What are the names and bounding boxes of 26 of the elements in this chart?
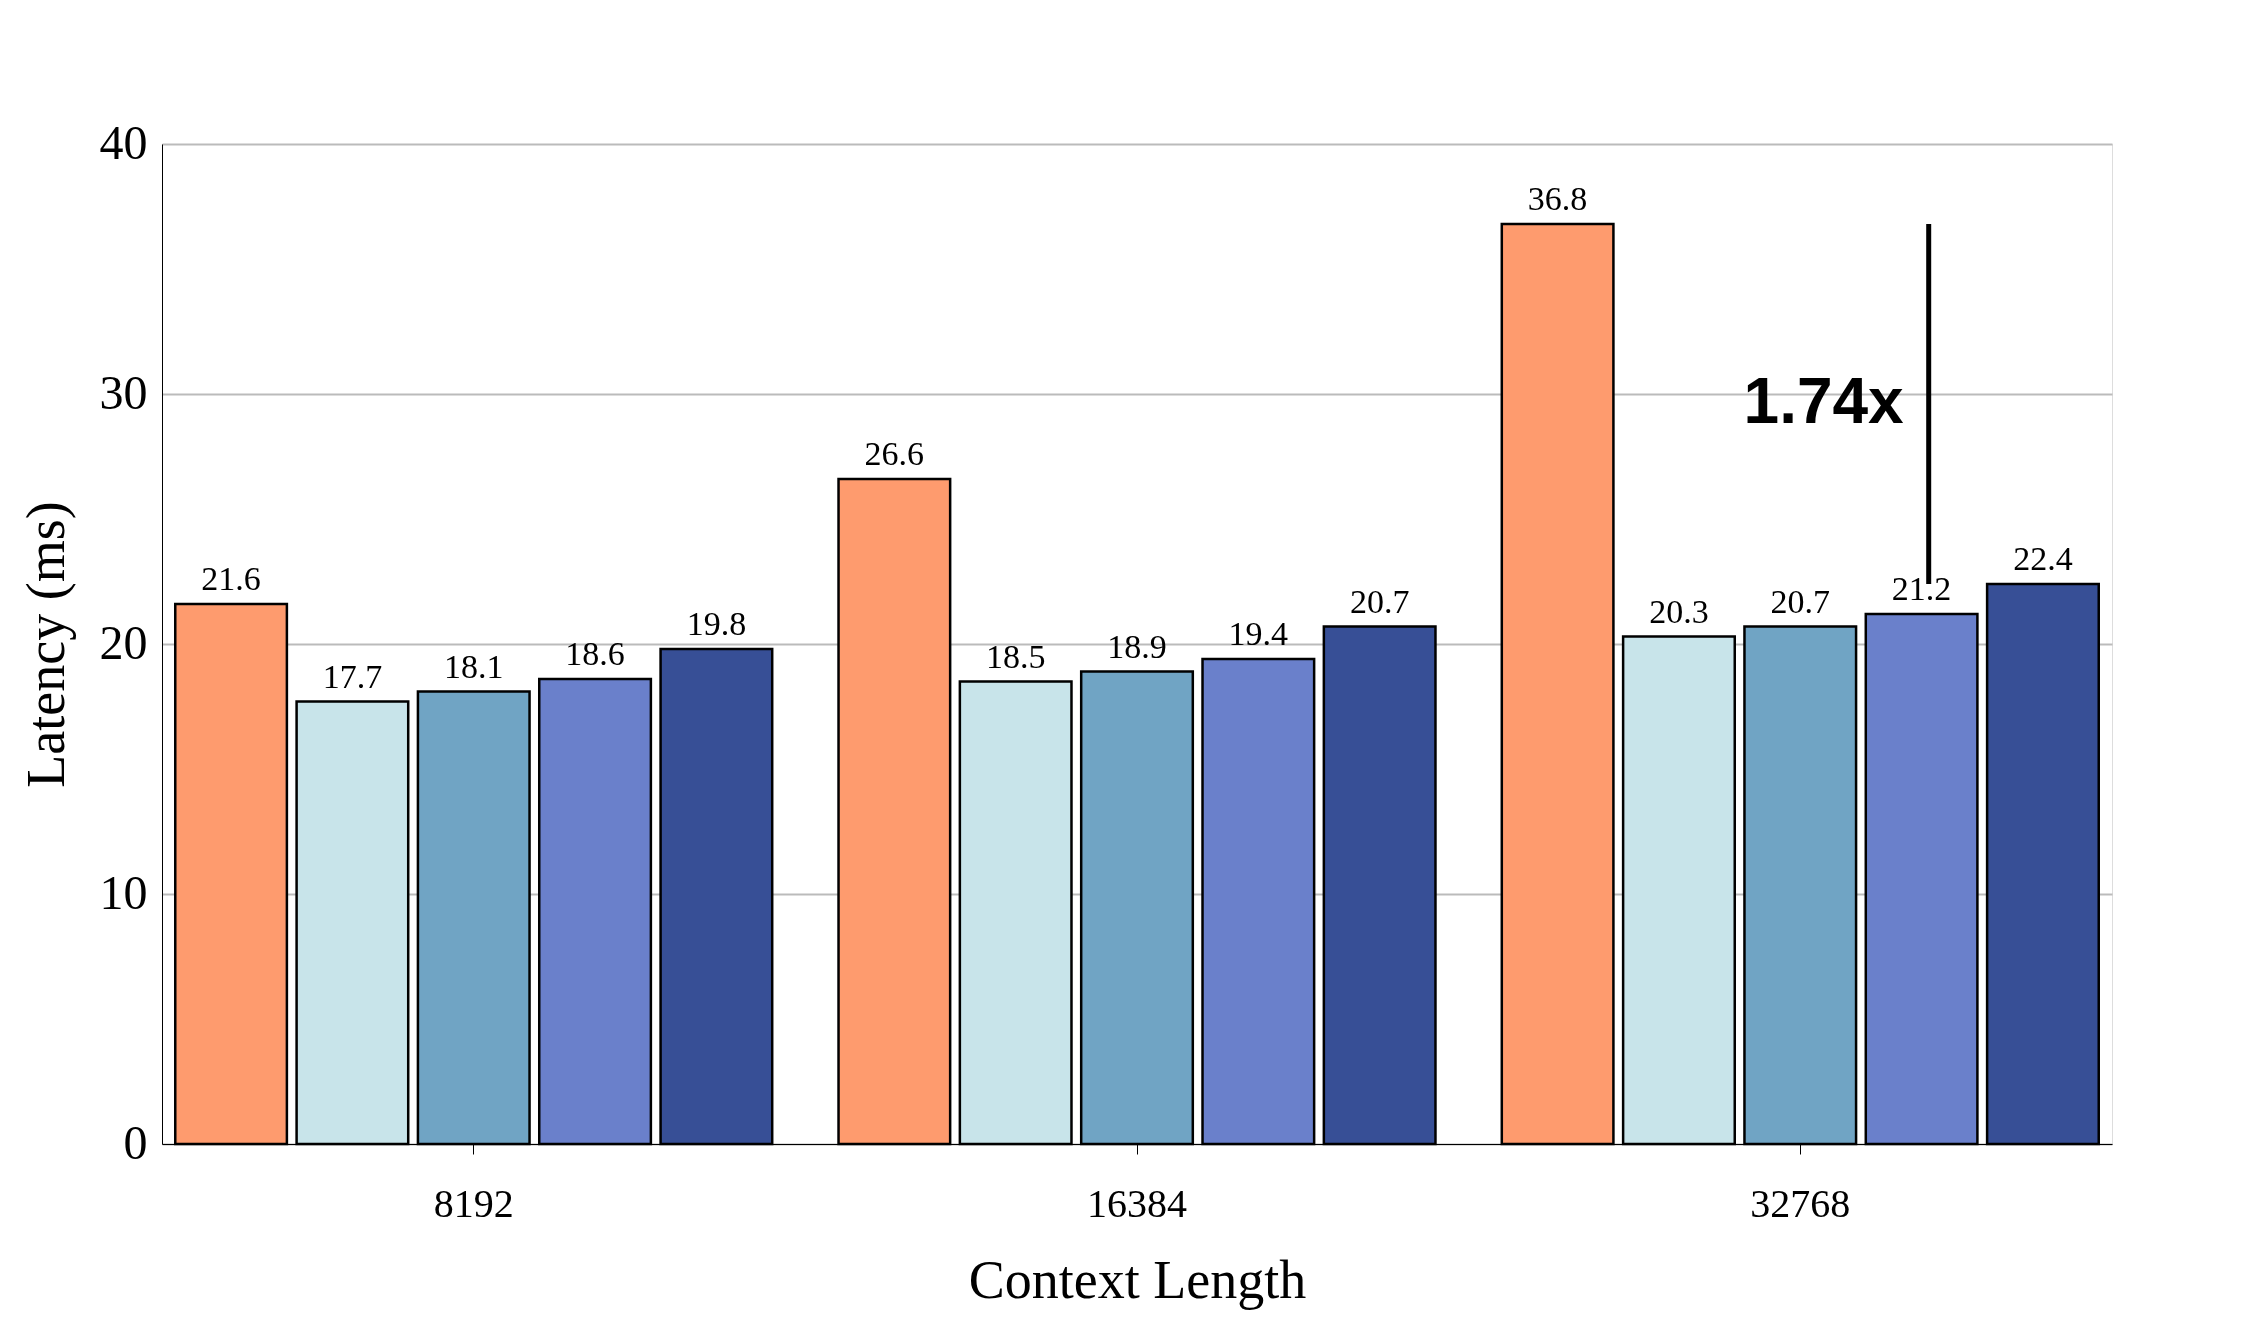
y-tick-label: 30 [99, 365, 148, 419]
x-axis-title: Context Length [968, 1249, 1307, 1310]
data-label: 17.7 [322, 657, 383, 695]
data-label: 21.6 [201, 560, 261, 597]
x-tick-label: 32768 [1750, 1180, 1851, 1226]
data-label: 18.5 [985, 637, 1046, 675]
y-tick-label: 10 [99, 865, 148, 919]
data-label: 19.8 [686, 605, 747, 642]
data-label: 20.3 [1649, 592, 1709, 630]
data-label: 18.6 [565, 635, 625, 672]
x-tick-label: 16384 [1087, 1180, 1187, 1226]
data-label: 26.6 [864, 435, 925, 472]
data-label: 18.9 [1107, 627, 1167, 665]
x-tick-label: 8192 [433, 1180, 514, 1226]
data-label: 22.4 [2013, 540, 2073, 577]
data-label: 21.2 [1891, 570, 1952, 607]
y-tick-label: 20 [99, 615, 148, 669]
data-label: 19.4 [1228, 615, 1289, 652]
data-label: 18.1 [443, 647, 504, 685]
data-label: 20.7 [1349, 582, 1410, 620]
y-tick-label: 0 [123, 1115, 148, 1169]
y-axis-title: Latency (ms) [15, 501, 76, 788]
data-label: 20.7 [1770, 582, 1831, 620]
annotation: 1.74x [1743, 365, 1905, 437]
y-tick-label: 40 [99, 115, 148, 169]
data-label: 36.8 [1527, 180, 1588, 217]
